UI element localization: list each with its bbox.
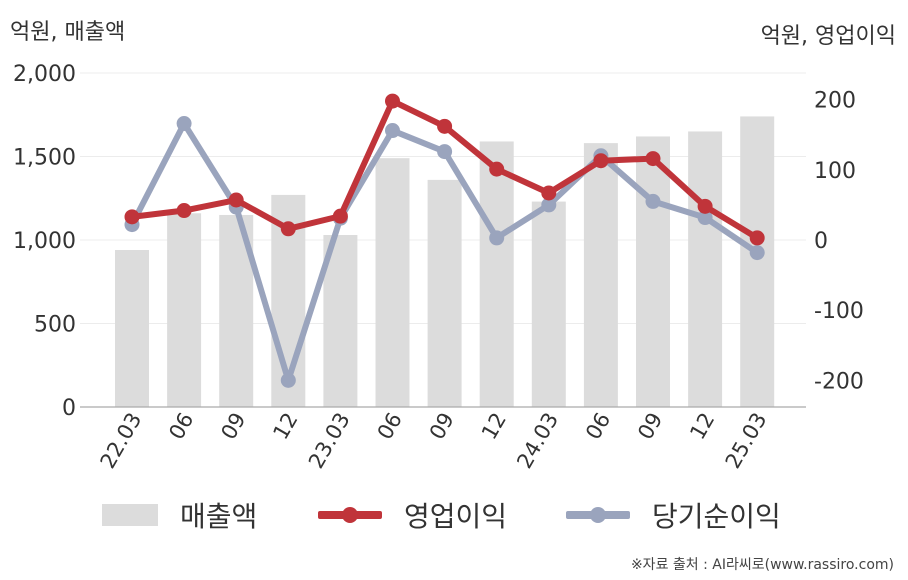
operating-profit-point (280, 221, 296, 237)
legend-swatch-net-income (566, 504, 630, 526)
legend: 매출액 영업이익 당기순이익 (0, 490, 908, 540)
legend-swatch-revenue (102, 504, 158, 526)
net-income-point (489, 230, 505, 246)
x-tick-label: 25.03 (721, 409, 772, 473)
right-tick-label: 0 (814, 229, 828, 254)
right-tick-label: 100 (814, 159, 856, 184)
left-tick-label: 1,000 (13, 229, 76, 254)
net-income-point (749, 245, 765, 261)
operating-profit-point (228, 192, 244, 208)
operating-profit-point (437, 118, 453, 134)
chart: 0 500 1,000 1,500 2,000 -200 -100 0 100 200 22.03 0… (13, 62, 864, 473)
x-tick-label: 12 (268, 409, 302, 444)
legend-label-net-income: 당기순이익 (652, 500, 781, 533)
legend-item-revenue: 매출액 (102, 490, 257, 540)
x-tick-label: 24.03 (512, 409, 563, 473)
right-tick-label: -200 (814, 369, 864, 394)
legend-label-operating-profit: 영업이익 (404, 500, 508, 533)
x-tick-label: 22.03 (95, 409, 146, 473)
legend-item-operating-profit: 영업이익 (318, 490, 507, 540)
revenue-bar (375, 158, 410, 407)
x-tick-label: 06 (164, 409, 198, 444)
right-axis-unit-label: 억원, 영업이익 (760, 24, 896, 49)
net-income-point (541, 197, 557, 213)
net-income-point (385, 123, 400, 139)
operating-profit-point (124, 209, 140, 225)
left-tick-label: 1,500 (13, 146, 76, 171)
revenue-bar (427, 179, 462, 407)
legend-swatch-operating-profit (318, 504, 382, 526)
x-tick-label: 12 (477, 409, 511, 444)
legend-item-net-income: 당기순이익 (566, 490, 781, 540)
operating-profit-point (697, 198, 713, 214)
profit-lines (124, 93, 765, 388)
revenue-bar (479, 141, 514, 407)
right-tick-label: 200 (814, 89, 856, 114)
x-tick-label: 06 (373, 409, 407, 444)
legend-label-revenue: 매출액 (180, 500, 258, 533)
left-tick-label: 500 (34, 313, 76, 338)
revenue-bar (636, 136, 670, 407)
revenue-bar (583, 143, 618, 407)
operating-profit-point (385, 93, 400, 109)
x-tick-label: 12 (685, 409, 719, 444)
revenue-bar (115, 250, 149, 407)
operating-profit-point (332, 208, 348, 224)
revenue-bar (740, 116, 775, 408)
operating-profit-point (593, 153, 609, 169)
source-note: ※자료 출처 : AI라씨로(www.rassiro.com) (630, 557, 894, 573)
operating-profit-point (645, 151, 661, 167)
revenue-bar (688, 131, 723, 407)
net-income-point (697, 210, 713, 226)
x-tick-label: 09 (633, 409, 667, 444)
left-tick-label: 0 (62, 396, 76, 421)
left-tick-label: 2,000 (13, 62, 76, 87)
x-tick-label: 09 (216, 409, 250, 444)
revenue-bar (531, 201, 566, 407)
net-income-point (645, 193, 661, 209)
operating-profit-point (176, 203, 192, 219)
revenue-bar (167, 213, 202, 407)
x-tick-label: 06 (581, 409, 615, 444)
net-income-point (280, 372, 296, 388)
operating-profit-point (489, 161, 505, 177)
right-tick-label: -100 (814, 299, 864, 324)
x-tick-label: 23.03 (304, 409, 355, 473)
net-income-point (437, 144, 453, 160)
revenue-bar (323, 234, 358, 407)
net-income-point (176, 116, 192, 132)
left-axis-unit-label: 억원, 매출액 (10, 20, 126, 45)
operating-profit-point (541, 185, 557, 201)
x-tick-label: 09 (425, 409, 459, 444)
revenue-bars (115, 116, 775, 408)
operating-profit-point (749, 230, 765, 246)
